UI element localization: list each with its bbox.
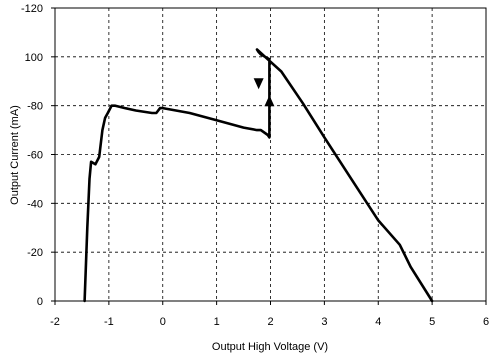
- x-tick-label: 1: [214, 316, 220, 328]
- y-tick-label: -40: [27, 198, 43, 210]
- x-axis-label: Output High Voltage (V): [212, 341, 328, 353]
- series-line: [83, 48, 434, 303]
- arrow-down-icon: [253, 78, 264, 90]
- y-axis-label: Output Current (mA): [9, 105, 21, 205]
- y-tick-label: 100: [25, 52, 43, 64]
- x-tick-label: 2: [267, 316, 273, 328]
- grid-lines: [55, 8, 486, 301]
- annotations: [253, 78, 275, 107]
- y-tick-label: 0: [37, 296, 43, 308]
- y-tick-label: -80: [27, 101, 43, 113]
- x-tick-label: 3: [321, 316, 327, 328]
- x-tick-label: -1: [104, 316, 114, 328]
- x-tick-label: -2: [50, 316, 60, 328]
- x-tick-label: 6: [483, 316, 489, 328]
- y-tick-label: -20: [27, 247, 43, 259]
- x-tick-label: 5: [429, 316, 435, 328]
- x-tick-label: 0: [160, 316, 166, 328]
- y-tick-label: -120: [21, 3, 43, 15]
- series-layer: [83, 48, 434, 303]
- y-tick-label: -60: [27, 150, 43, 162]
- x-tick-label: 4: [375, 316, 381, 328]
- arrow-up-icon: [264, 95, 275, 107]
- axes: [51, 7, 487, 305]
- tick-labels: -2 -1 0 1 2 3 4 5 6 0 -20 -40 -60 -80 100 -120: [21, 3, 489, 328]
